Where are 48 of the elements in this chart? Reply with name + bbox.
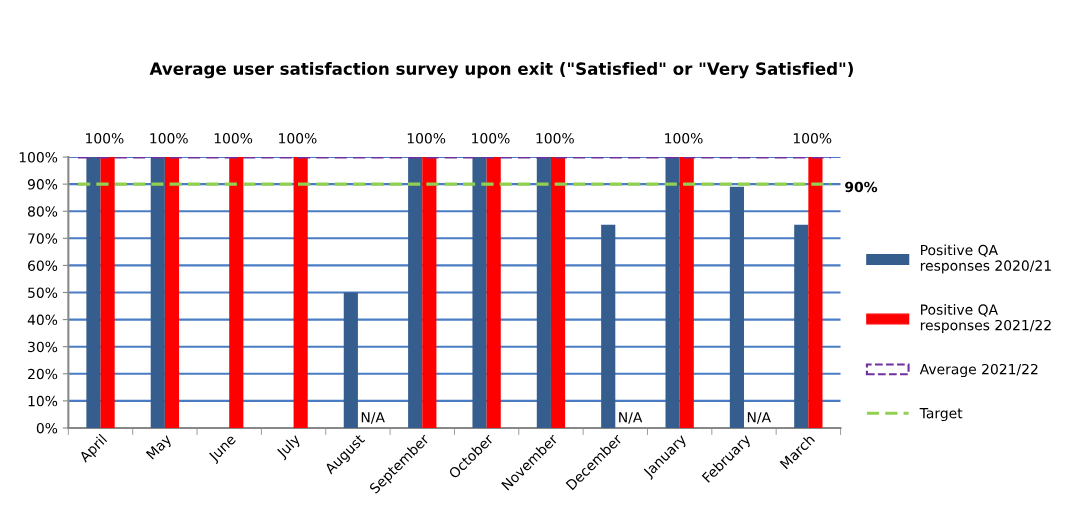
text: N/A: [361, 412, 385, 424]
text: N/A: [747, 412, 771, 424]
bar: [550, 157, 566, 428]
legend-label: Positive QA responses 2020/21: [920, 244, 1051, 274]
data-label: 100%: [793, 133, 832, 144]
text: N/A: [619, 412, 643, 424]
bar: [164, 157, 180, 428]
bar: [150, 157, 165, 428]
y-tick-label: 10%: [28, 395, 58, 407]
bar: [486, 157, 501, 428]
data-label: 100%: [536, 133, 574, 144]
legend-label: Average 2021/22: [919, 363, 1038, 378]
bar: [679, 157, 694, 428]
bar: [536, 157, 551, 428]
y-tick-label: 70%: [28, 233, 58, 244]
y-tick-label: 30%: [28, 341, 58, 353]
bar: [343, 292, 358, 428]
data-label: 100%: [472, 133, 510, 144]
bar: [729, 186, 744, 428]
y-tick-label: 40%: [27, 314, 58, 326]
bar: [229, 157, 244, 428]
data-label: 100%: [150, 133, 188, 144]
y-tick-label: 60%: [28, 260, 58, 271]
legend-label: Positive QA responses 2021/22: [920, 304, 1051, 334]
y-tick-label: 90%: [27, 179, 58, 190]
bar: [601, 224, 616, 428]
bar: [794, 224, 809, 428]
data-label: 100%: [407, 133, 446, 144]
data-label: 100%: [665, 133, 703, 144]
bar: [808, 157, 823, 428]
data-label: 100%: [214, 133, 253, 144]
chart-title: Average user satisfaction survey upon exit ("Satisfied" or "Very Satisfied"): [149, 62, 853, 79]
y-tick-label: 20%: [28, 368, 58, 380]
y-tick-label: 0%: [36, 422, 58, 434]
data-label: 100%: [86, 133, 124, 144]
text: 90%: [845, 181, 878, 193]
legend-label: Target: [919, 408, 963, 422]
bar: [408, 157, 423, 428]
data-label: 100%: [279, 133, 317, 144]
bar: [422, 157, 437, 428]
y-tick-label: 50%: [28, 287, 58, 298]
bar: [86, 157, 101, 428]
bar: [472, 157, 487, 428]
bar: [100, 157, 115, 428]
bar: [665, 157, 680, 428]
bar: [293, 157, 308, 428]
y-tick-label: 80%: [28, 206, 58, 217]
y-tick-label: 100%: [19, 152, 58, 163]
